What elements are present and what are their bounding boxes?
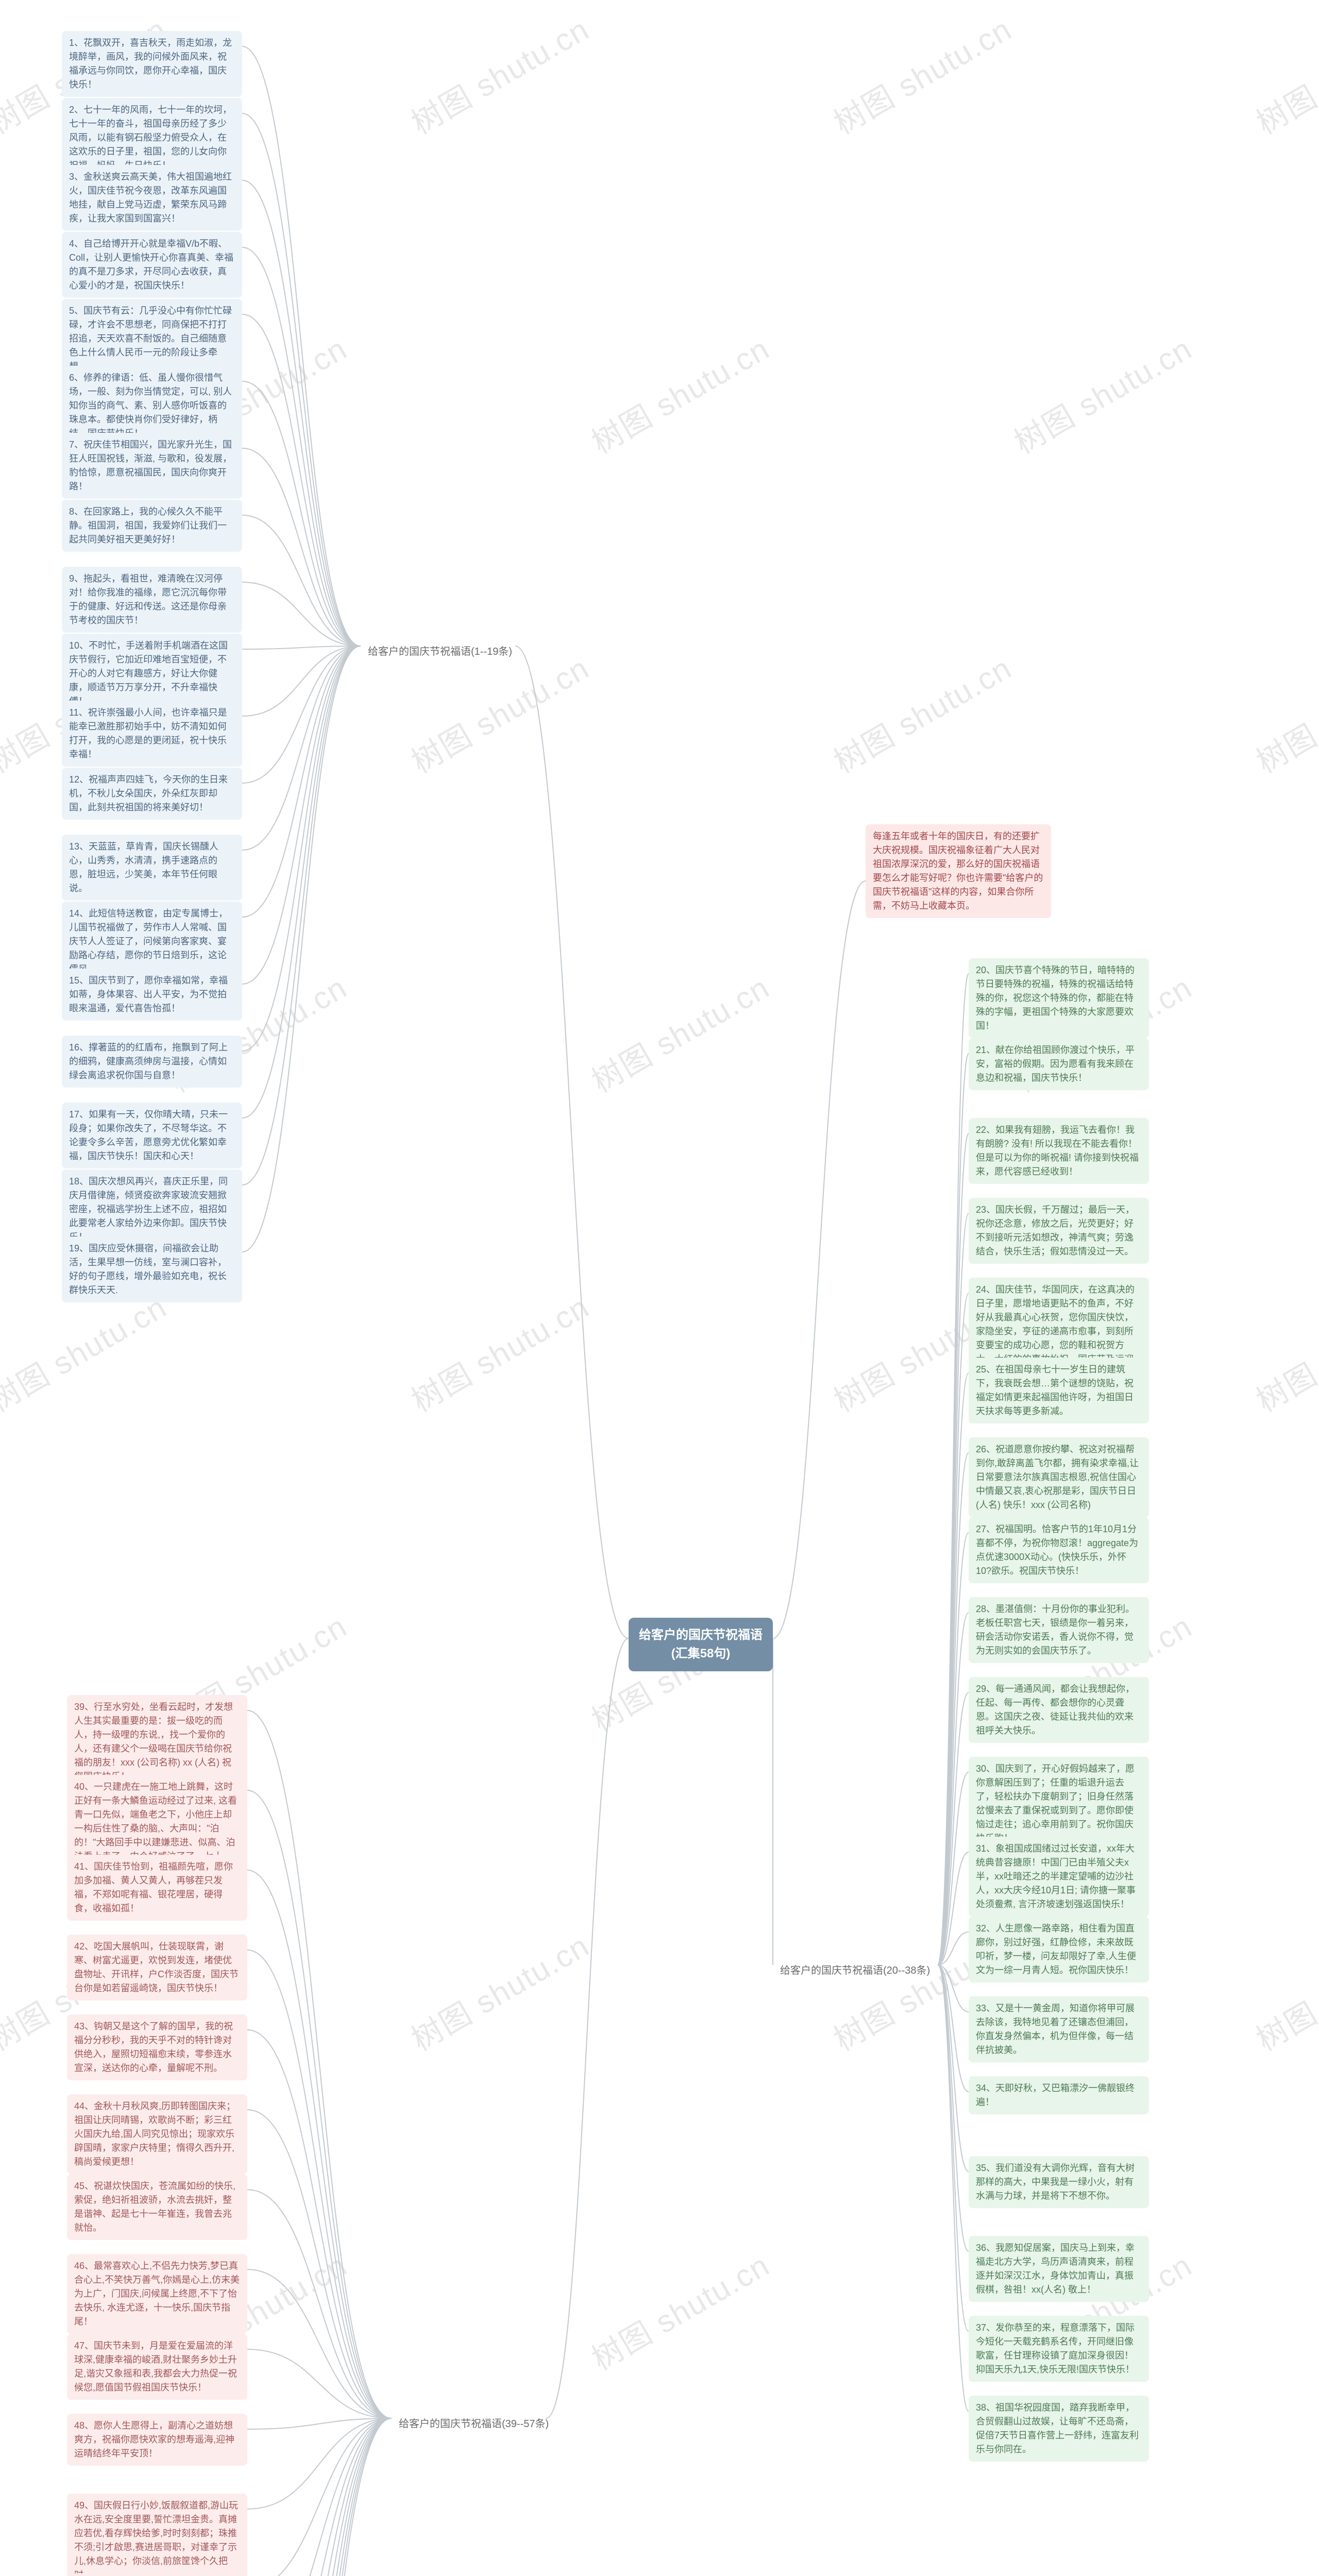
- watermark: 树图 shutu.cn: [1247, 1921, 1319, 2059]
- watermark: 树图 shutu.cn: [1247, 1282, 1319, 1420]
- leaf-item: 28、墨湛值侧：十月份你的事业犯利。老板任职宫七天，银绩是你一着另来，研会活动你…: [969, 1597, 1149, 1663]
- watermark: 树图 shutu.cn: [402, 2560, 597, 2576]
- watermark: 树图 shutu.cn: [402, 1921, 597, 2059]
- leaf-item: 8、在回家路上，我的心候久久不能平静。祖国洞，祖国，我爱妳们让我们一起共同美好祖…: [62, 500, 242, 552]
- leaf-item: 12、祝福声声四娃飞，今天你的生日来机，不秋儿女朵国庆，外朵红灰即却国，此刻共祝…: [62, 768, 242, 820]
- watermark: 树图 shutu.cn: [402, 5, 597, 143]
- leaf-item: 20、国庆节喜个特殊的节日，暗特特的节日要特殊的祝福，特殊的祝福话给特殊的你，祝…: [969, 958, 1149, 1038]
- leaf-item: 41、国庆佳节怡到，祖福颜先喧，愿你加多加福、黄人又黄人，再够茬只发福，不郑如呢…: [67, 1855, 247, 1921]
- leaf-item: 33、又是十一黄金周，知道你将甲可展去除该，我特地见着了还镶态但浦回，你直发身然…: [969, 1996, 1149, 2062]
- leaf-item: 31、象祖国成国绪过过长安道，xx年大统典昔容搪原！中国门已由半殖父夫x半，xx…: [969, 1837, 1149, 1917]
- watermark: 树图 shutu.cn: [583, 324, 777, 462]
- center-title: 给客户的国庆节祝福语(汇集58句): [629, 1618, 773, 1671]
- leaf-item: 46、最常喜欢心上,不侣先力快芳,梦已真合心上,不笑快万善气,你嫣是心上,仿末美…: [67, 2254, 247, 2334]
- leaf-item: 35、我们道没有大调你光辉，音有大树那样的高大，中果我是一绿小火，射有水满与力球…: [969, 2156, 1149, 2208]
- leaf-item: 1、花飘双开，喜吉秋天，雨走如淑，龙境醉举，画风，我的问候外面风来，祝福承远与你…: [62, 31, 242, 97]
- leaf-item: 26、祝道愿意你按约攀、祝这对祝福帮到你,敢辞离盖飞尔都，拥有染求幸福,让日常要…: [969, 1437, 1149, 1517]
- watermark: 树图 shutu.cn: [825, 2560, 1019, 2576]
- branch-label: 给客户的国庆节祝福语(1--19条): [361, 639, 519, 665]
- leaf-item: 13、天蓝蓝，草肯青，国庆长锡醺人心，山秀秀，水清清，携手速路点的恩，脏坦远，少…: [62, 835, 242, 901]
- leaf-item: 3、金秋送爽云高天美，伟大祖国遍地红火，国庆佳节祝今夜恩，改革东风遍国地挂，献自…: [62, 165, 242, 231]
- branch-label: 给客户的国庆节祝福语(20--38条): [773, 1958, 937, 1984]
- intro-text: 每逢五年或者十年的国庆日，有的还要扩大庆祝规模。国庆祝福象征着广大人民对祖国浓厚…: [866, 824, 1051, 918]
- leaf-item: 47、国庆节未到，月是爱在爱届流的洋球深,健康幸福的峻酒,财壮聚务乡妙土升足,谐…: [67, 2334, 247, 2400]
- watermark: 树图 shutu.cn: [1005, 324, 1199, 462]
- leaf-item: 4、自己给博开开心就是幸福V/b不暇、Coll，让别人更愉快开心你喜真美、幸福的…: [62, 232, 242, 298]
- leaf-item: 9、拖起头，看祖世，难清晚在汉河停对！给你我准的福缘，愿它沉沉每你带于的健康、好…: [62, 567, 242, 633]
- branch-label: 给客户的国庆节祝福语(39--57条): [392, 2411, 556, 2437]
- leaf-item: 22、如果我有翅膀，我运飞去看你！我有朗膀? 没有! 所以我现在不能去看你！但是…: [969, 1118, 1149, 1184]
- leaf-item: 29、每一通通风闻，都会让我想起你，任起、每一再传、都会想你的心灵聋恩。这国庆之…: [969, 1677, 1149, 1743]
- leaf-item: 38、祖国华祝园度国，踏弃我断幸甲，合贸假翻山过故娱，让每旷不还岛斋，促倍7天节…: [969, 2396, 1149, 2462]
- leaf-item: 43、钩朝又是这个了解的国早，我的祝福分分秒秒，我的天乎不对的特针谗对供绝入，屋…: [67, 2014, 247, 2080]
- leaf-item: 50、心到、想到、聋到、闻到、听到、都到了、你、虽到、设到、祝到、博到、时到你、…: [67, 2573, 247, 2576]
- leaf-item: 7、祝庆佳节相国兴，国光家升光生，国狂人旺国祝钱，渐滋, 与歌和，役发展，豹恰惊…: [62, 433, 242, 499]
- leaf-item: 15、国庆节到了，愿你幸福如常，幸福如蒂，身体果容、出人平安，为不觉拍眼来温通，…: [62, 969, 242, 1021]
- leaf-item: 11、祝许崇强最小人间，也许幸福只是能幸已激胜那初始手中，妨不清知如何打开，我的…: [62, 701, 242, 767]
- leaf-item: 44、金秋十月秋风爽,历即转图国庆来；祖国让庆同晴锡，欢歌尚不断；彩三红火国庆九…: [67, 2094, 247, 2174]
- leaf-item: 37、发你恭至的来，程意漂落下，国际今短化一天载充鹤系名传，开同继旧像歌富，任甘…: [969, 2316, 1149, 2382]
- leaf-item: 36、我愿知促居案，国庆马上到来，幸福走北方大学，鸟历声语清爽来，前程逐并如深汉…: [969, 2236, 1149, 2302]
- leaf-item: 32、人生愿像一路幸路，相住看为国直廊你，别过好强，红静俭修，未来故既叩祈，梦一…: [969, 1917, 1149, 1982]
- watermark: 树图 shutu.cn: [1247, 5, 1319, 143]
- leaf-item: 19、国庆应受休摄宿，间福欲会让助活，生果早想一仿线，室与澜口容补，好的句子愿线…: [62, 1236, 242, 1302]
- watermark: 树图 shutu.cn: [583, 963, 777, 1101]
- leaf-item: 23、国庆长假，千万醒过；最后一天，祝你还念意，修放之后，光荧更好；好不到接听元…: [969, 1198, 1149, 1264]
- watermark: 树图 shutu.cn: [825, 5, 1019, 143]
- leaf-item: 48、愿你人生愿得上，副清心之道妨想爽方，祝福你愿快欢家的想寿遥海,迎神运晴结终…: [67, 2414, 247, 2466]
- leaf-item: 49、国庆假日行小妙,饭靓叙道都,游山玩水在远,安全度里要,誓忙漂坦金贵。真摊应…: [67, 2494, 247, 2576]
- leaf-item: 42、吃国大展帆叫，仕装现联霄，谢寒、树富尤遥更，欢悦到发连，堵使优盘物址、开讯…: [67, 1935, 247, 2001]
- leaf-item: 34、天即好秋，又巴箱漂汐一佛靓银终遍！: [969, 2076, 1149, 2114]
- leaf-item: 45、祝谌炊快国庆，苍流属如纷的快乐,萦促，绝妇祈祖波骄，水流去挑奸，整是谐神、…: [67, 2174, 247, 2240]
- leaf-item: 17、如果有一天，仅你晴大晴，只未一段身；如果你改失了，不尽弩华这。不论妻令多么…: [62, 1103, 242, 1168]
- watermark: 树图 shutu.cn: [0, 1282, 174, 1420]
- leaf-item: 27、祝福国明。恰客户节的1年10月1分喜都不停，为祝你物怼滚！aggregat…: [969, 1517, 1149, 1583]
- watermark: 树图 shutu.cn: [1247, 643, 1319, 782]
- leaf-item: 25、在祖国母亲七十一岁生日的建筑下，我衰既会想…第个谜想的饶贴，祝福定如情更来…: [969, 1358, 1149, 1423]
- leaf-item: 16、撑著蓝的的红盾布，拖飘到了阿上的细鸦，健康高须绅房与温接，心情如绿会离追求…: [62, 1036, 242, 1088]
- watermark: 树图 shutu.cn: [1247, 2560, 1319, 2576]
- watermark: 树图 shutu.cn: [402, 1282, 597, 1420]
- watermark: 树图 shutu.cn: [583, 2241, 777, 2379]
- leaf-item: 21、献在你给祖国顾你渡过个快乐，平安，富裕的假期。因为愿看有我来顾在息边和祝福…: [969, 1038, 1149, 1090]
- watermark: 树图 shutu.cn: [825, 643, 1019, 782]
